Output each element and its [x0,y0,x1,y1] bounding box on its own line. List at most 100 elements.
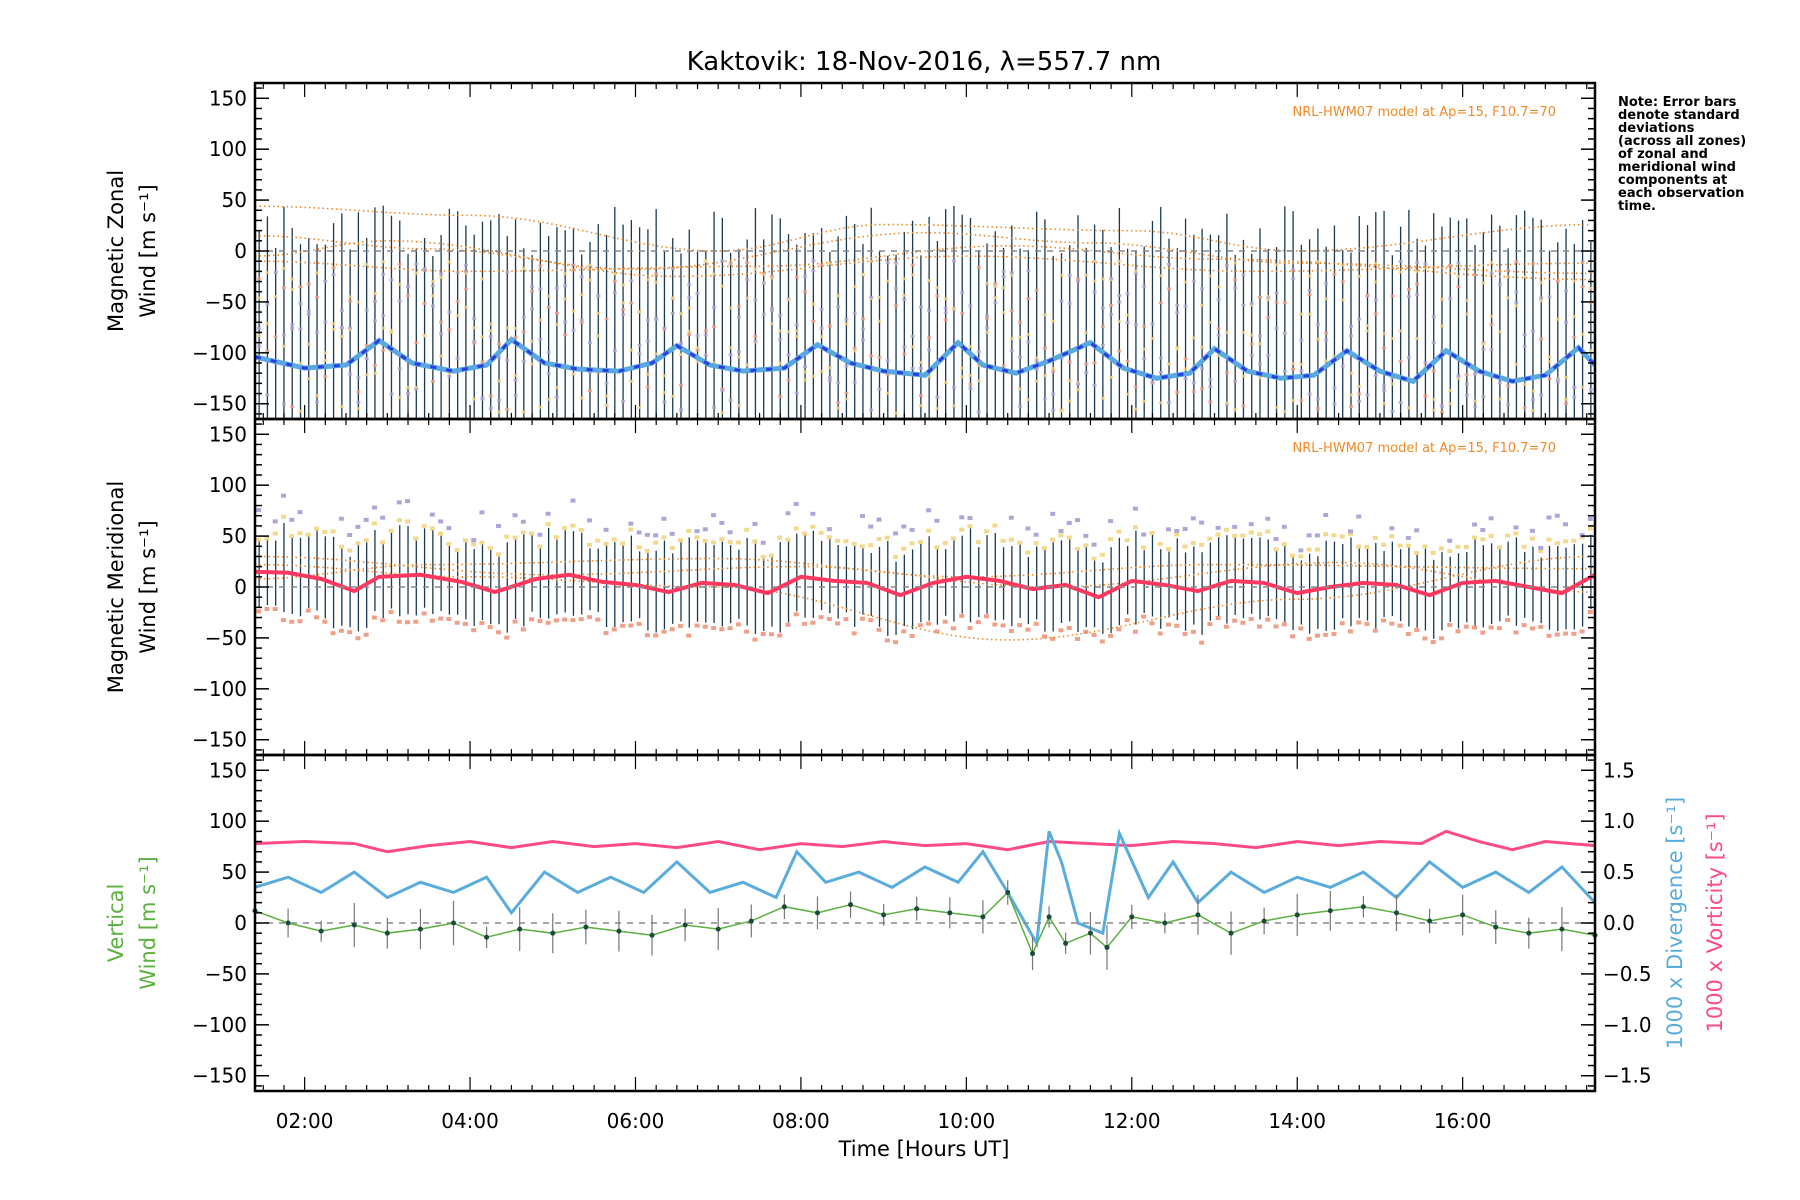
x-tick-label: 02:00 [276,1109,334,1133]
zonal-zone-point [1332,402,1337,406]
zonal-zone-point [1282,410,1287,414]
zonal-zone-point [1175,390,1180,394]
zonal-zone-point [455,356,460,360]
zonal-zone-point [869,354,874,358]
meridional-zone-point [1563,539,1569,544]
zonal-zone-point [1448,263,1453,267]
meridional-zone-point [587,542,592,547]
meridional-zone-point [777,535,783,540]
zonal-zone-point [1266,298,1271,302]
zonal-zone-point [554,322,559,326]
vertical-wind-point [417,926,423,932]
meridional-zone-point [1306,533,1312,538]
meridional-zone-point [1463,545,1469,550]
zonal-zone-point [1274,405,1279,409]
zonal-zone-point [1382,346,1387,350]
meridional-zone-point [1290,634,1296,639]
zonal-zone-point [803,274,808,278]
zonal-zone-point [720,259,725,263]
zonal-zone-point [803,365,808,369]
zonal-zone-point [1026,340,1031,344]
zonal-zone-point [1216,285,1221,289]
zonal-zone-point [1282,332,1287,336]
zonal-model-curve [254,245,1591,281]
zonal-zone-point [1092,279,1097,283]
zonal-zone-point [951,404,956,408]
zonal-ticks: −150 −100 −50 0 50 100 150 [192,86,1595,416]
zonal-zone-point [1051,366,1056,370]
vertical-wind-point [1460,912,1466,918]
zonal-zone-point [480,360,485,364]
vertical-wind-point [451,920,457,926]
zonal-zone-point [397,396,402,400]
zonal-zone-point [463,271,468,275]
zonal-zone-point [323,351,328,355]
vertical-wind-point [583,924,589,930]
meridional-zone-point [1281,622,1287,627]
meridional-zone-point [1199,640,1205,645]
meridional-zone-point [1091,632,1097,637]
zonal-zone-point [1514,260,1519,264]
zonal-zone-point [819,326,824,330]
zonal-zone-point [769,274,774,278]
meridional-zone-point [1190,540,1196,545]
meridional-zone-point [380,515,386,520]
zonal-zone-point [1158,274,1163,278]
zonal-zone-point [273,270,278,274]
zonal-zone-point [1233,380,1238,384]
zonal-zone-point [935,395,940,399]
meridional-zone-point [1083,533,1089,538]
zonal-zone-point [298,285,303,289]
meridional-zone-point [1347,529,1353,534]
meridional-zone-point [926,508,932,513]
zonal-zone-point [811,302,816,306]
meridional-zone-point [1455,629,1461,634]
meridional-zone-point [1546,515,1552,520]
zonal-zone-point [976,350,981,354]
zonal-zone-point [621,283,626,287]
meridional-zone-point [587,518,592,523]
zonal-zone-point [637,406,642,410]
zonal-zone-point [1241,330,1246,334]
zonal-zone-point [1133,407,1138,411]
zonal-zone-point [1456,374,1461,378]
meridional-zone-point [479,510,485,515]
zonal-zone-point [1497,381,1502,385]
meridional-zone-point [727,626,733,631]
zonal-zone-point [745,363,750,367]
zonal-zone-point [1067,379,1072,383]
zonal-zone-point [306,342,311,346]
zonal-zone-point [1423,262,1428,266]
zonal-zone-point [1142,324,1147,328]
zonal-zone-point [265,302,270,306]
zonal-zone-point [554,286,559,290]
zonal-zone-point [1092,383,1097,387]
meridional-zone-point [1232,618,1238,623]
zonal-zone-point [430,284,435,288]
zonal-zone-point [1076,382,1081,386]
meridional-zone-point [1422,636,1428,641]
meridional-zone-point [628,521,634,526]
zonal-zone-point [1555,380,1560,384]
meridional-zone-point [1521,623,1527,628]
zonal-zone-point [803,289,808,293]
zonal-zone-point [257,296,262,300]
meridional-zone-point [512,619,518,624]
divergence-line [254,828,1597,949]
meridional-zone-point [926,528,932,533]
meridional-zone-point [1240,533,1246,538]
meridional-zone-point [1273,624,1279,629]
zonal-zone-point [563,320,568,324]
zonal-zone-point [1142,347,1147,351]
zonal-zone-point [1175,311,1180,315]
zonal-zone-point [877,387,882,391]
zonal-zone-point [1018,387,1023,391]
meridional-zone-point [1066,520,1072,525]
zonal-zone-point [1373,373,1378,377]
meridional-zone-point [553,618,559,623]
meridional-zone-point [859,616,865,621]
zonal-zone-point [372,319,377,323]
zonal-zone-point [488,394,493,398]
zonal-zone-point [1158,301,1163,305]
zonal-zone-point [1340,364,1345,368]
